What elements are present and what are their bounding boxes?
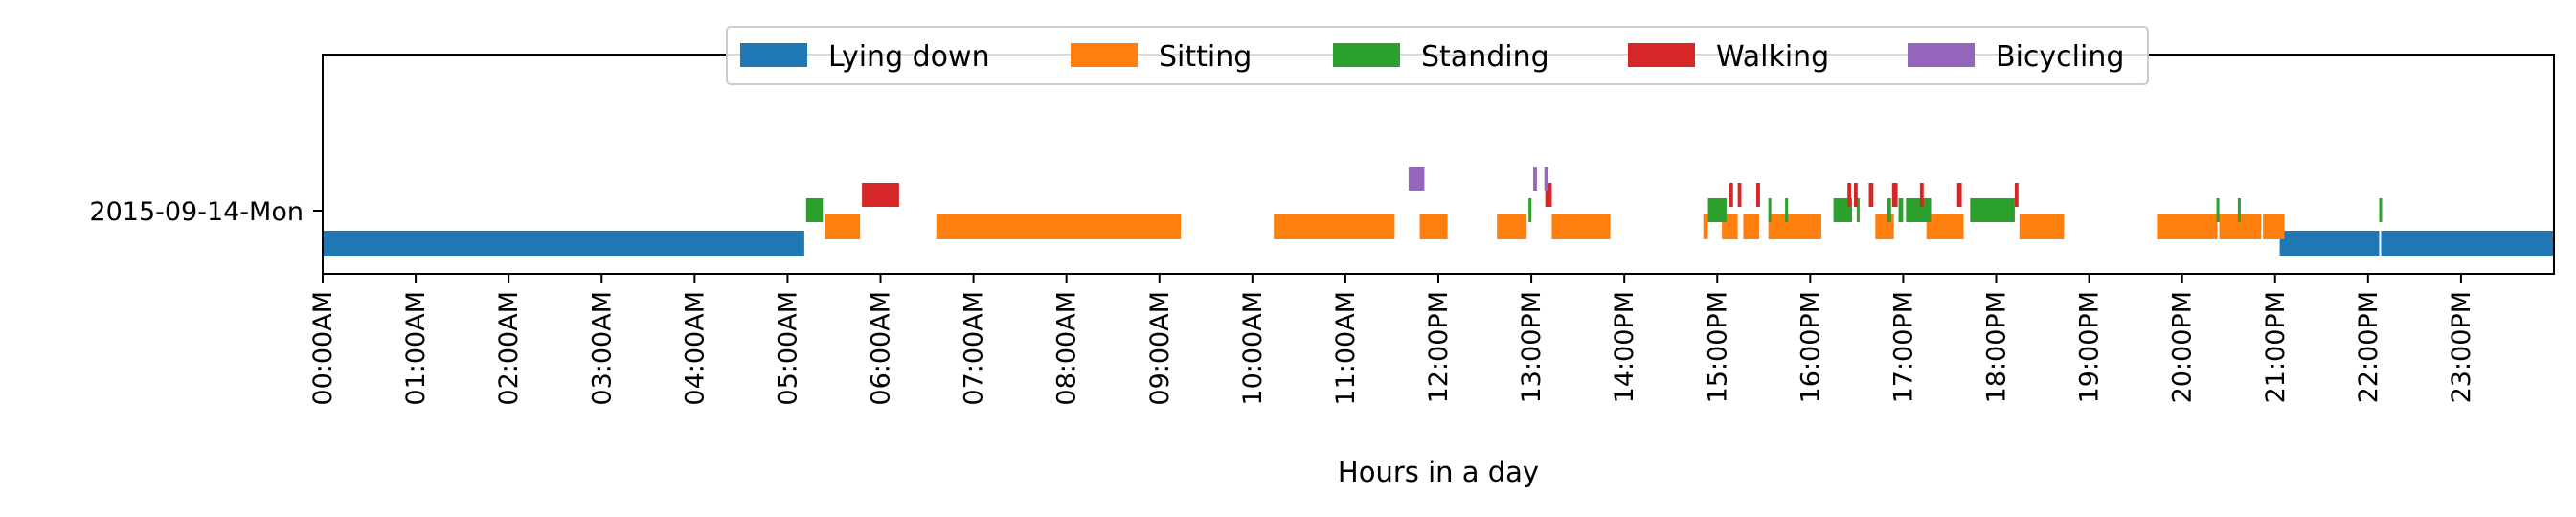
legend-swatch-lying-down [740, 43, 807, 67]
bar-lying-down-1 [2279, 231, 2380, 256]
x-tick-label: 04:00AM [680, 291, 710, 406]
bar-walking-7 [1868, 183, 1874, 207]
bar-lying-down-0 [323, 231, 804, 256]
x-tick-label: 18:00PM [1982, 291, 2012, 403]
bar-sitting-6 [1703, 214, 1708, 239]
bar-sitting-0 [825, 214, 861, 239]
bar-sitting-11 [1926, 214, 1964, 239]
bar-standing-12 [2237, 198, 2241, 222]
bar-walking-6 [1853, 183, 1858, 207]
bar-sitting-4 [1497, 214, 1527, 239]
legend-swatch-walking [1628, 43, 1695, 67]
bar-sitting-3 [1419, 214, 1448, 239]
x-tick-label: 03:00AM [587, 291, 617, 406]
bar-standing-8 [1898, 198, 1904, 222]
activity-bars [323, 167, 2554, 256]
x-tick-label: 15:00PM [1703, 291, 1732, 403]
bar-bicycling-1 [1533, 167, 1537, 191]
legend-label-sitting: Sitting [1159, 40, 1252, 74]
bar-standing-13 [2379, 198, 2383, 222]
x-axis: 00:00AM 01:00AM 02:00AM 03:00AM 04:00AM 05:00… [308, 274, 2476, 406]
bar-sitting-13 [2157, 214, 2218, 239]
bar-walking-11 [2014, 183, 2019, 207]
x-tick-label: 19:00PM [2075, 291, 2105, 403]
x-tick-label: 01:00AM [401, 291, 431, 406]
bar-walking-4 [1756, 183, 1760, 207]
legend-label-bicycling: Bicycling [1996, 40, 2124, 74]
bar-standing-4 [1785, 198, 1789, 222]
x-tick-label: 12:00PM [1424, 291, 1454, 403]
x-tick-label: 10:00AM [1238, 291, 1268, 406]
bar-walking-8 [1891, 183, 1898, 207]
bar-standing-9 [1906, 198, 1932, 222]
bar-standing-3 [1768, 198, 1772, 222]
bar-walking-1 [1545, 183, 1552, 207]
bar-standing-11 [2216, 198, 2220, 222]
bar-sitting-1 [936, 214, 1182, 239]
legend-swatch-bicycling [1908, 43, 1975, 67]
bar-sitting-10 [1875, 214, 1894, 239]
x-tick-label: 21:00PM [2261, 291, 2291, 403]
x-tick-label: 16:00PM [1796, 291, 1825, 403]
bar-sitting-9 [1768, 214, 1821, 239]
bar-walking-9 [1919, 183, 1924, 207]
bar-walking-10 [1956, 183, 1962, 207]
legend: Lying down Sitting Standing Walking Bicyclin… [726, 26, 2149, 85]
bar-sitting-8 [1743, 214, 1759, 239]
x-tick-label: 22:00PM [2354, 291, 2384, 403]
legend-label-walking: Walking [1716, 40, 1829, 74]
bar-standing-6 [1856, 198, 1860, 222]
x-tick-label: 20:00PM [2168, 291, 2198, 403]
bar-standing-10 [1970, 198, 2015, 222]
bar-standing-5 [1833, 198, 1853, 222]
x-tick-label: 06:00AM [867, 291, 896, 406]
x-tick-label: 07:00AM [960, 291, 989, 406]
bar-sitting-12 [2019, 214, 2065, 239]
x-tick-label: 02:00AM [494, 291, 524, 406]
x-tick-label: 08:00AM [1052, 291, 1082, 406]
x-tick-label: 14:00PM [1610, 291, 1639, 403]
bar-bicycling-2 [1544, 167, 1548, 191]
x-tick-label: 11:00AM [1331, 291, 1361, 406]
bar-walking-2 [1729, 183, 1733, 207]
legend-swatch-sitting [1071, 43, 1138, 67]
bar-walking-0 [862, 183, 899, 207]
y-tick-label: 2015-09-14-Mon [89, 197, 304, 227]
x-tick-label: 05:00AM [773, 291, 802, 406]
x-tick-label: 17:00PM [1888, 291, 1918, 403]
x-tick-label: 00:00AM [308, 291, 338, 406]
bar-walking-5 [1847, 183, 1852, 207]
x-tick-label: 09:00AM [1145, 291, 1175, 406]
legend-swatch-standing [1333, 43, 1400, 67]
bar-standing-7 [1887, 198, 1891, 222]
bar-standing-2 [1707, 198, 1727, 222]
bar-lying-down-2 [2381, 231, 2554, 256]
bar-sitting-5 [1551, 214, 1611, 239]
x-tick-label: 23:00PM [2447, 291, 2476, 403]
bar-sitting-15 [2263, 214, 2285, 239]
y-axis: 2015-09-14-Mon [89, 197, 323, 227]
legend-label-standing: Standing [1421, 40, 1549, 74]
bar-bicycling-0 [1408, 167, 1425, 191]
legend-label-lying-down: Lying down [828, 40, 990, 74]
bar-standing-1 [1528, 198, 1532, 222]
x-tick-label: 13:00PM [1517, 291, 1547, 403]
bar-sitting-2 [1274, 214, 1395, 239]
x-axis-label: Hours in a day [1338, 456, 1539, 488]
legend-box [726, 26, 2149, 85]
bar-walking-3 [1737, 183, 1742, 207]
bar-standing-0 [805, 198, 824, 222]
